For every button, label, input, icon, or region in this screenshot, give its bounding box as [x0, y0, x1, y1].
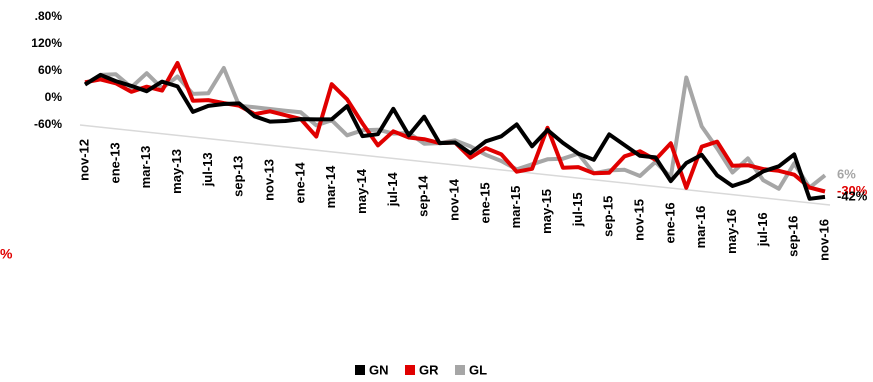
series-line [83, 72, 826, 201]
legend-swatch [405, 365, 415, 375]
value-label: -30% [837, 183, 868, 198]
x-tick-label: nov-16 [816, 219, 831, 261]
value-label: 6% [837, 167, 856, 182]
x-tick-label: jul-15 [570, 192, 585, 227]
y-tick-label: 120% [31, 36, 62, 50]
x-tick-label: nov-13 [261, 159, 276, 201]
x-tick-label: sep-14 [416, 175, 431, 217]
y-tick-label: -60% [34, 117, 62, 131]
x-tick-label: jul-16 [755, 212, 770, 247]
x-tick-label: nov-15 [631, 199, 646, 241]
x-tick-label: mar-13 [138, 146, 153, 189]
legend-label: GN [369, 362, 389, 377]
x-tick-label: nov-12 [76, 139, 91, 181]
x-tick-label: may-14 [354, 168, 369, 214]
x-tick-label: jul-14 [385, 172, 400, 208]
series-line [83, 66, 827, 191]
x-tick-label: sep-15 [601, 196, 616, 237]
x-tick-label: mar-15 [508, 186, 523, 229]
annotation: % [0, 246, 13, 262]
y-tick-label: .80% [35, 9, 63, 23]
x-tick-label: ene-15 [477, 182, 492, 223]
x-tick-label: mar-16 [693, 206, 708, 249]
legend: GN GR GL [355, 362, 487, 377]
value-label: -42% [837, 188, 868, 203]
x-axis [79, 124, 831, 206]
x-tick-label: jul-13 [200, 152, 215, 187]
x-tick-label: sep-13 [231, 156, 246, 197]
x-tick-label: may-16 [724, 209, 739, 254]
legend-swatch [355, 365, 365, 375]
legend-label: GL [469, 362, 487, 377]
x-tick-label: ene-14 [292, 162, 307, 204]
x-tick-label: may-15 [539, 189, 554, 234]
legend-label: GR [419, 362, 439, 377]
x-tick-label: may-13 [169, 149, 184, 194]
y-tick-label: 60% [38, 63, 62, 77]
y-tick-label: 0% [45, 90, 63, 104]
x-tick-label: ene-13 [107, 142, 122, 183]
x-tick-label: sep-16 [786, 216, 801, 257]
x-tick-label: nov-14 [446, 178, 461, 221]
legend-swatch [455, 365, 465, 375]
x-tick-label: mar-14 [323, 165, 338, 208]
x-tick-label: ene-16 [662, 202, 677, 243]
